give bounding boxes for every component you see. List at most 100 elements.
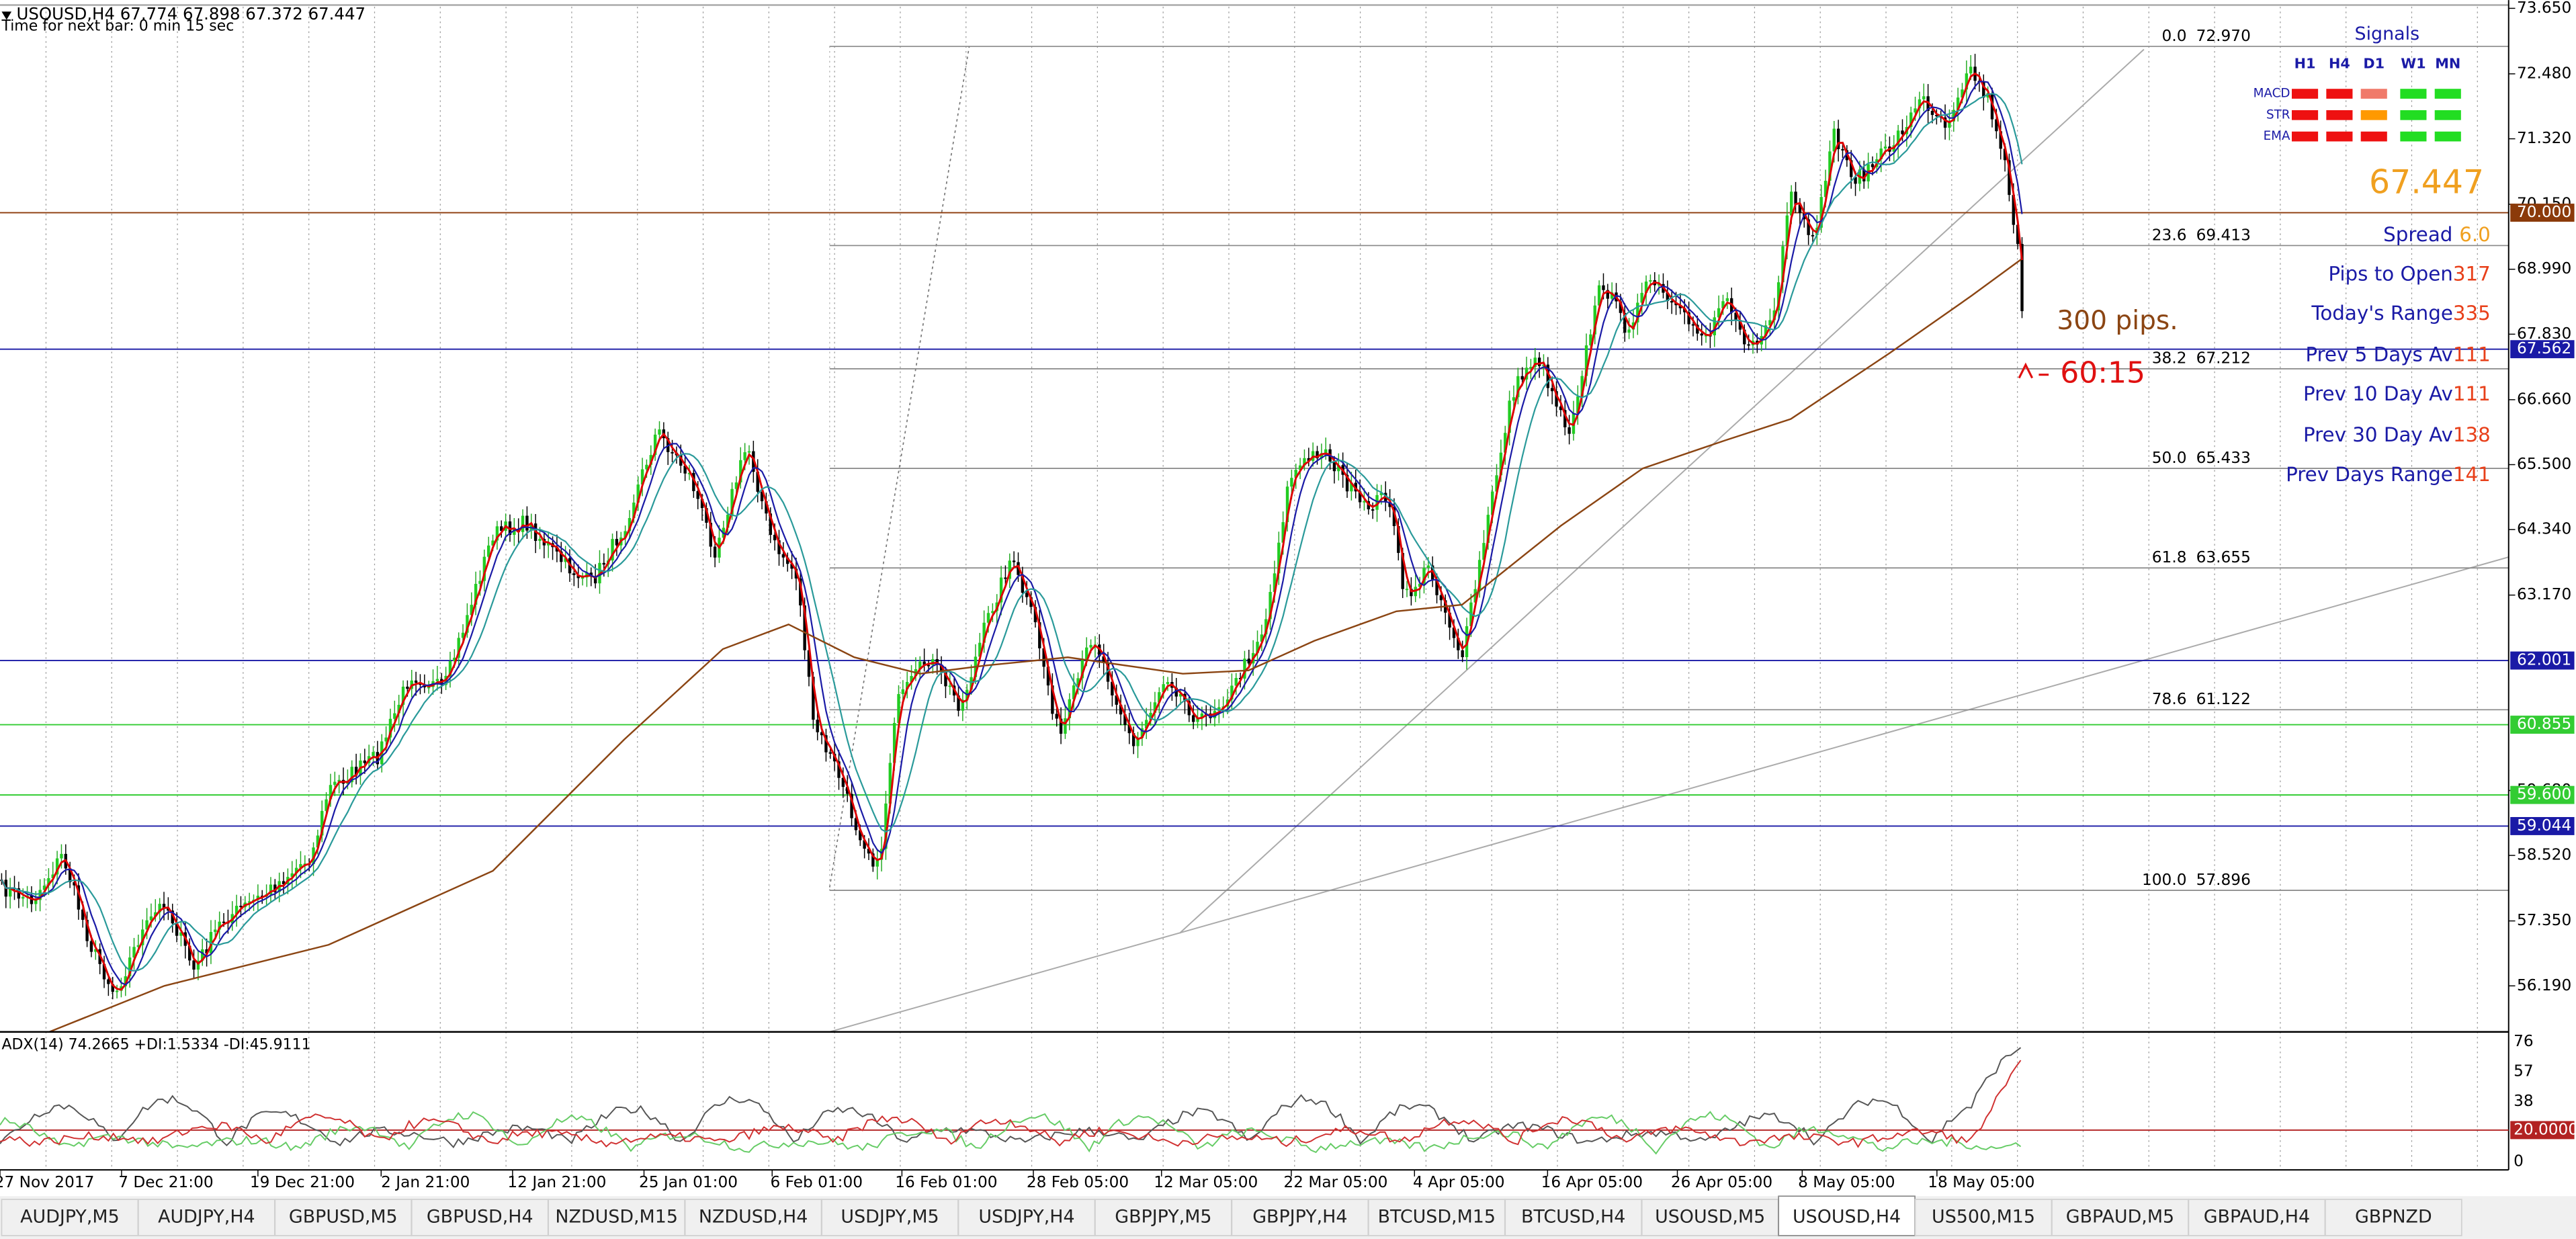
tab-label[interactable]: GBPNZD — [2355, 1207, 2432, 1228]
candle-body — [1098, 644, 1101, 656]
signal-column: MN — [2435, 56, 2460, 72]
candle-body — [1982, 81, 1985, 98]
candle-body — [192, 960, 196, 970]
candle-body — [239, 906, 243, 908]
candle-body — [1401, 552, 1404, 589]
candle-body — [1965, 73, 1969, 90]
tab[interactable] — [957, 1199, 1096, 1236]
candle-body — [1747, 344, 1750, 346]
candle-body — [1273, 573, 1277, 592]
candle-body — [982, 622, 986, 643]
candle-body — [1042, 648, 1045, 667]
tab-label[interactable]: BTCUSD,M15 — [1378, 1207, 1496, 1228]
tab[interactable] — [1778, 1195, 1916, 1236]
price-chart — [0, 54, 2024, 1033]
tab[interactable] — [274, 1199, 413, 1236]
candle-body — [2016, 224, 2020, 245]
tab[interactable] — [138, 1199, 275, 1236]
candle-body — [1174, 687, 1178, 697]
candle-body — [1162, 684, 1165, 693]
tab[interactable] — [1094, 1199, 1232, 1236]
info-row: Pips to Open317 — [2328, 262, 2491, 285]
tab-label[interactable]: AUDJPY,M5 — [20, 1207, 120, 1228]
tab-label[interactable]: AUDJPY,H4 — [158, 1207, 255, 1228]
tab-label[interactable]: US500,M15 — [1932, 1207, 2035, 1228]
candle-body — [435, 679, 439, 681]
candle-body — [73, 882, 76, 886]
tab-label[interactable]: USOUSD,H4 — [1793, 1207, 1901, 1228]
tab-label[interactable]: GBPUSD,H4 — [427, 1207, 533, 1228]
candle-body — [760, 491, 764, 501]
tab[interactable] — [548, 1199, 685, 1236]
tab-label[interactable]: GBPAUD,H4 — [2204, 1207, 2310, 1228]
tab-label[interactable]: GBPJPY,M5 — [1115, 1207, 1211, 1228]
tab[interactable] — [2051, 1199, 2189, 1236]
candle-body — [803, 605, 806, 650]
time-axis: 27 Nov 2017 7 Dec 21:00 19 Dec 21:00 2 Jan … — [0, 1170, 2034, 1191]
adx-level-box — [2510, 1121, 2575, 1140]
candle-body — [1358, 491, 1362, 503]
tab[interactable] — [411, 1199, 549, 1236]
candle-body — [1410, 589, 1413, 597]
tab[interactable] — [2188, 1199, 2326, 1236]
candle-body — [692, 472, 695, 491]
candle-body — [640, 469, 644, 485]
candle-body — [1294, 470, 1297, 478]
candle-body — [1046, 667, 1050, 686]
info-row: Spread 6.0 — [2383, 222, 2491, 245]
candle-body — [222, 921, 226, 923]
tabs: AUDJPY,M5 AUDJPY,H4 GBPUSD,M5 GBPUSD,H4 NZDU… — [1, 1195, 2462, 1236]
candle-body — [491, 540, 495, 546]
candle-body — [1807, 219, 1810, 235]
tab[interactable] — [1231, 1199, 1369, 1236]
candle-body — [700, 499, 704, 509]
candle-body — [683, 466, 687, 474]
candle-body — [1956, 97, 1960, 110]
tab[interactable] — [821, 1199, 959, 1236]
info-label: Spread — [2383, 222, 2452, 245]
candle-body — [1995, 119, 1998, 132]
candle-body — [850, 794, 853, 818]
tab-label[interactable]: NZDUSD,H4 — [699, 1207, 808, 1228]
tab[interactable] — [684, 1199, 822, 1236]
tab-label[interactable]: GBPJPY,H4 — [1252, 1207, 1347, 1228]
tab-label[interactable]: USDJPY,M5 — [841, 1207, 939, 1228]
candle-body — [1123, 714, 1127, 725]
signal-column: W1 — [2401, 56, 2425, 72]
tab[interactable] — [1504, 1199, 1643, 1236]
candle-body — [555, 547, 559, 552]
signal-cell — [2326, 89, 2353, 99]
tab[interactable] — [1914, 1199, 2053, 1236]
candle-body — [77, 885, 81, 910]
candle-body — [1452, 627, 1456, 638]
tab[interactable] — [2325, 1199, 2462, 1236]
candle-body — [154, 912, 157, 916]
candle-body — [1781, 246, 1785, 283]
candle-body — [807, 650, 811, 677]
candle-body — [316, 835, 320, 848]
candle-body — [1559, 407, 1563, 411]
trend-line-dotted — [828, 46, 970, 888]
price-level-box — [2510, 716, 2575, 734]
time-label: 12 Mar 05:00 — [1154, 1173, 1258, 1191]
candle-body — [1461, 650, 1464, 658]
tab-label[interactable]: NZDUSD,M15 — [555, 1207, 678, 1228]
tab-label[interactable]: USDJPY,H4 — [978, 1207, 1074, 1228]
tab-label[interactable]: USOUSD,M5 — [1655, 1207, 1765, 1228]
candle-body — [1828, 151, 1832, 181]
candle-body — [2012, 195, 2015, 225]
tab-label[interactable]: GBPAUD,M5 — [2066, 1207, 2174, 1228]
info-row: Prev 30 Day Av138 — [2303, 423, 2491, 446]
price-level-label: 67.562 — [2517, 339, 2571, 357]
candle-body — [42, 886, 46, 890]
candle-body — [867, 849, 871, 854]
candle-body — [393, 713, 396, 719]
signal-cell — [2434, 89, 2461, 99]
candle-body — [1111, 681, 1114, 696]
candle-body — [653, 434, 657, 456]
candle-body — [218, 921, 221, 930]
tab-label[interactable]: GBPUSD,M5 — [289, 1207, 398, 1228]
info-label: Prev Days Range — [2286, 462, 2453, 485]
tab-label[interactable]: BTCUSD,H4 — [1521, 1207, 1625, 1228]
tab[interactable] — [1, 1199, 139, 1236]
